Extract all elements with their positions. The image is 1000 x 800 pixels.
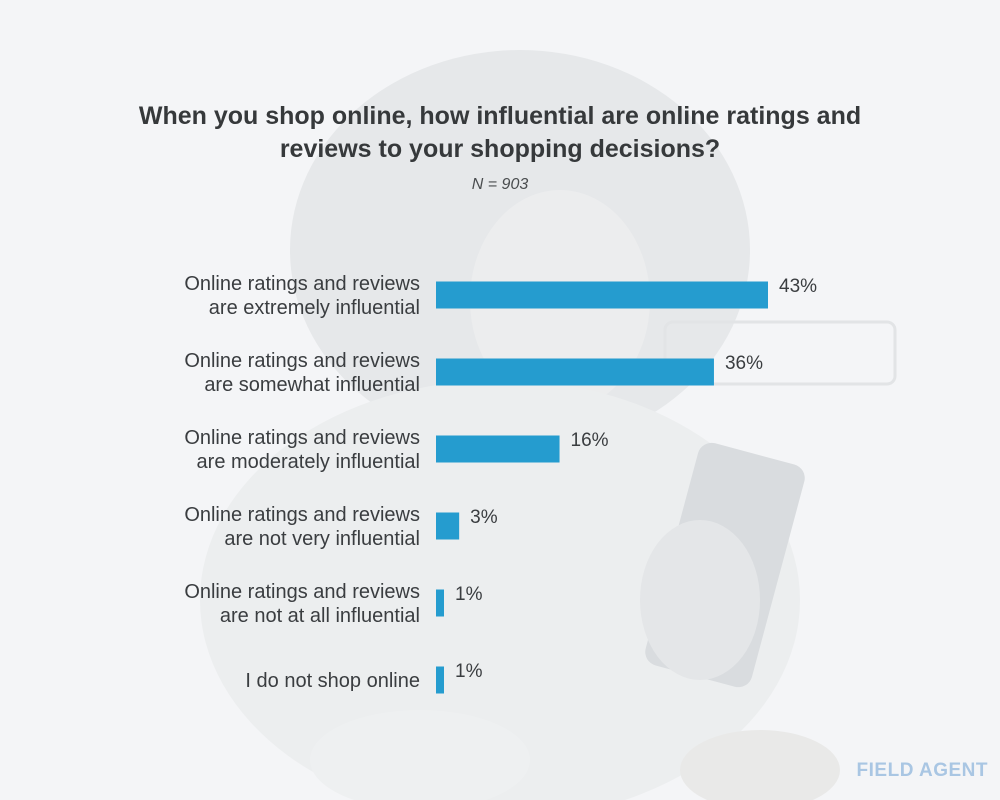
category-label-line: are somewhat influential <box>204 374 420 396</box>
category-label-0: Online ratings and reviews are extremely … <box>184 273 420 319</box>
category-label-2: Online ratings and reviews are moderately… <box>184 427 420 473</box>
value-label-3: 3% <box>470 507 498 528</box>
value-label-5: 1% <box>455 661 483 682</box>
category-label-line: Online ratings and reviews <box>184 273 420 295</box>
category-label-5: I do not shop online <box>245 670 420 692</box>
value-label-2: 16% <box>571 430 609 451</box>
bar-2 <box>436 435 560 463</box>
value-label-4: 1% <box>455 584 483 605</box>
category-label-line: I do not shop online <box>245 670 420 692</box>
category-label-1: Online ratings and reviews are somewhat i… <box>184 350 420 396</box>
category-label-4: Online ratings and reviews are not at all… <box>184 581 420 627</box>
category-label-line: Online ratings and reviews <box>184 504 420 526</box>
bar-5 <box>436 666 444 694</box>
field-agent-logo: FIELD AGENT <box>856 760 988 781</box>
bar-4 <box>436 589 444 617</box>
category-label-line: are not at all influential <box>220 605 420 627</box>
category-label-line: Online ratings and reviews <box>184 581 420 603</box>
bar-1 <box>436 358 714 386</box>
category-label-line: are moderately influential <box>197 451 420 473</box>
value-label-1: 36% <box>725 353 763 374</box>
bar-0 <box>436 281 768 309</box>
category-label-line: are not very influential <box>224 528 420 550</box>
category-label-line: Online ratings and reviews <box>184 427 420 449</box>
chart-title: When you shop online, how influential ar… <box>138 102 862 163</box>
category-label-line: Online ratings and reviews <box>184 350 420 372</box>
value-label-0: 43% <box>779 276 817 297</box>
bar-3 <box>436 512 460 540</box>
sample-size-note: N = 903 <box>471 176 529 193</box>
category-label-3: Online ratings and reviews are not very i… <box>184 504 420 550</box>
category-label-line: are extremely influential <box>209 297 420 319</box>
